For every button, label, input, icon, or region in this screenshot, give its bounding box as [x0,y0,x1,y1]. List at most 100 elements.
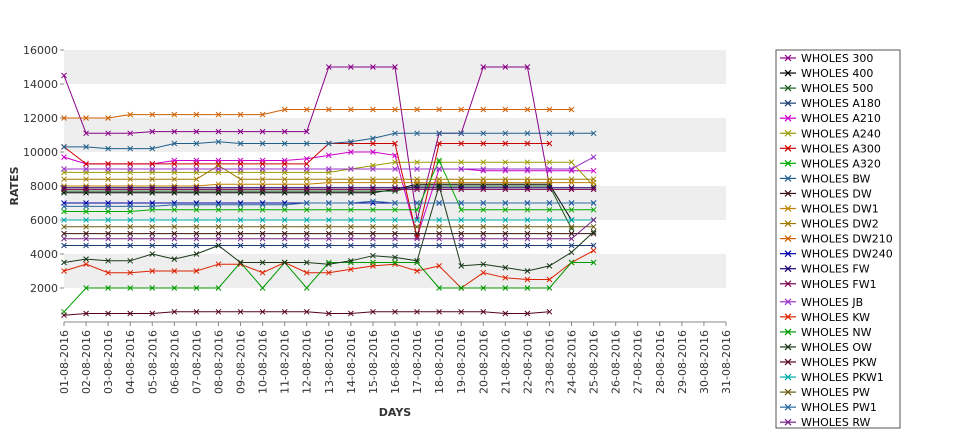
data-point [590,167,597,174]
data-point [83,208,89,215]
data-point [281,259,288,266]
data-point [480,235,487,242]
data-point [171,235,178,242]
data-point [502,235,509,242]
data-point [303,308,310,315]
legend-marker [784,99,792,107]
y-tick-label: 14000 [23,78,58,91]
data-point [568,130,575,137]
legend-label: WHOLES FW1 [801,278,877,291]
legend-item: WHOLES DW [780,187,872,200]
data-point [392,235,398,242]
data-point [61,259,67,266]
data-point [502,166,509,172]
data-point [458,223,465,230]
data-point [480,285,487,291]
data-point [281,230,288,237]
data-point [546,186,553,193]
data-point [568,186,575,193]
legend-item: WHOLES DW2 [780,218,879,231]
data-point [259,176,266,183]
legend-marker [784,298,792,306]
data-point [281,106,288,113]
data-point [237,235,244,242]
data-point [171,230,178,237]
data-point [480,159,487,166]
data-point [127,186,134,193]
legend-item: WHOLES JB [780,296,863,309]
data-point [524,130,531,137]
data-point [436,140,442,147]
legend-item: WHOLES A300 [780,142,881,155]
data-point [237,166,244,172]
data-point [414,206,420,213]
x-tick-label: 17-08-2016 [411,330,424,394]
data-point [414,186,420,193]
data-point [392,159,398,166]
data-point [546,263,553,269]
series-23 [61,198,597,210]
series-layer [61,64,597,319]
data-point [127,111,134,118]
y-tick-label: 4000 [30,248,58,261]
x-tick-label: 20-08-2016 [477,330,490,394]
data-point [171,308,178,315]
data-point [568,166,575,172]
data-point [546,176,553,183]
data-point [325,261,332,268]
data-point [502,223,509,230]
x-tick-label: 07-08-2016 [190,330,203,394]
series-0 [61,64,553,223]
data-point [414,257,420,264]
data-point [237,230,244,237]
data-point [436,242,442,249]
data-point [237,223,244,230]
legend-marker [784,265,792,273]
data-point [348,217,354,223]
data-point [303,285,310,291]
legend-item: WHOLES RW [780,416,871,429]
data-point [127,161,134,167]
data-point [127,217,134,223]
data-point [458,106,465,113]
data-point [149,145,156,152]
data-point [546,200,553,206]
data-point [325,217,332,223]
x-tick-label: 25-08-2016 [588,330,601,394]
legend-marker [784,235,792,243]
data-point [303,223,310,230]
legend-marker [784,373,792,381]
data-point [83,242,89,249]
data-point [590,229,597,235]
data-point [105,257,111,264]
data-point [502,200,509,206]
data-point [325,64,332,70]
data-point [105,285,111,291]
data-point [149,161,156,167]
data-point [392,223,398,230]
legend-marker [784,144,792,152]
data-point [127,235,134,242]
series-8 [61,130,597,152]
data-point [480,261,487,268]
data-point [414,176,420,183]
data-point [149,285,156,291]
data-point [281,308,288,315]
data-point [83,176,89,183]
legend-label: WHOLES 300 [801,52,873,65]
x-tick-label: 16-08-2016 [389,330,402,394]
data-point [546,308,553,315]
data-point [303,235,310,242]
data-point [127,230,134,237]
data-point [303,161,310,167]
legend-item: WHOLES A240 [780,127,881,140]
legend-label: WHOLES DW210 [801,233,893,246]
data-point [348,257,354,264]
data-point [237,176,244,183]
data-point [436,308,442,315]
data-point [127,310,134,317]
data-point [193,111,200,118]
data-point [127,269,134,276]
x-axis: 01-08-2016 02-08-2016 03-08-2016 04-08-2016… [58,321,733,394]
